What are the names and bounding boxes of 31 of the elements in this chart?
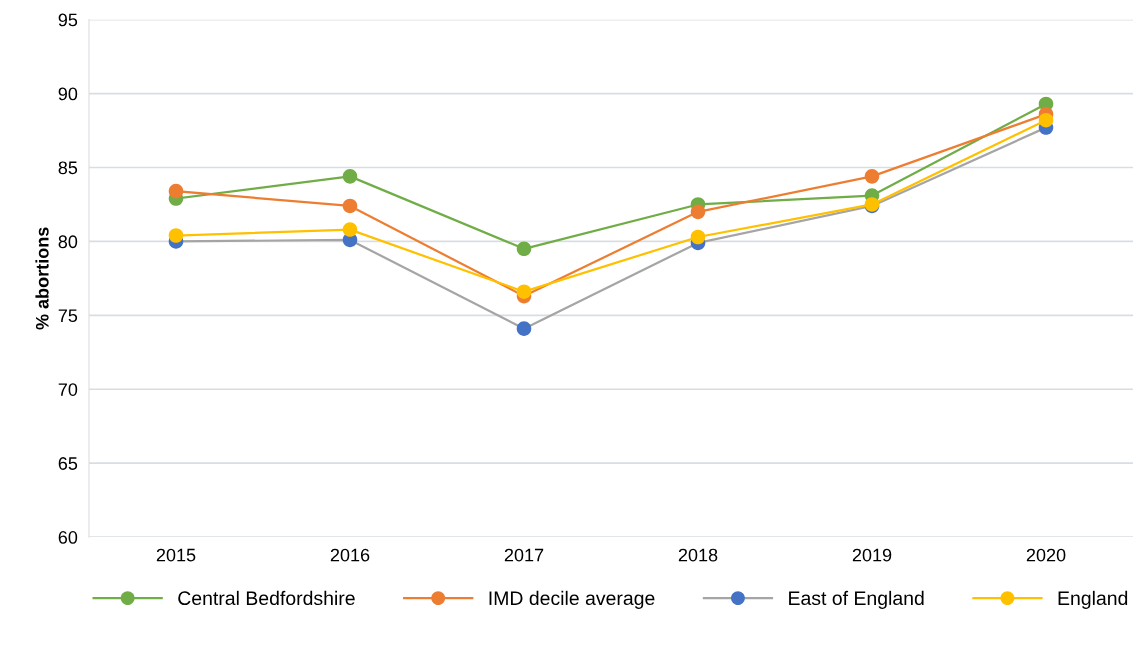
point bbox=[864, 169, 880, 184]
y-tick-label: 80 bbox=[58, 235, 78, 249]
y-tick-label: 60 bbox=[58, 531, 78, 544]
y-tick-label: 70 bbox=[58, 383, 78, 396]
point bbox=[516, 284, 532, 299]
x-tick-label: 2018 bbox=[678, 548, 718, 562]
y-tick-label: 75 bbox=[58, 309, 78, 323]
point bbox=[342, 222, 358, 237]
y-tick-label: 85 bbox=[58, 161, 78, 175]
point bbox=[168, 228, 184, 243]
y-axis-title: % abortions bbox=[35, 227, 49, 330]
x-tick-label: 2015 bbox=[156, 548, 196, 562]
point bbox=[516, 241, 532, 257]
point bbox=[342, 198, 358, 214]
point bbox=[168, 183, 184, 199]
x-tick-label: 2016 bbox=[330, 548, 370, 562]
legend-label: IMD decile average bbox=[489, 590, 655, 609]
legend-label: England bbox=[1058, 590, 1128, 609]
point bbox=[1038, 112, 1054, 128]
legend-label: Central Bedfordshire bbox=[178, 590, 355, 606]
y-tick-label: 90 bbox=[58, 87, 78, 101]
legend-label: East of England bbox=[789, 590, 924, 609]
point bbox=[690, 229, 706, 245]
point bbox=[516, 321, 532, 336]
y-tick-label: 65 bbox=[58, 457, 78, 470]
point bbox=[342, 169, 358, 184]
x-tick-label: 2019 bbox=[852, 548, 892, 562]
x-tick-label: 2020 bbox=[1026, 548, 1066, 562]
y-tick-label: 95 bbox=[58, 13, 78, 27]
x-tick-label: 2017 bbox=[504, 548, 544, 562]
point bbox=[690, 204, 706, 220]
